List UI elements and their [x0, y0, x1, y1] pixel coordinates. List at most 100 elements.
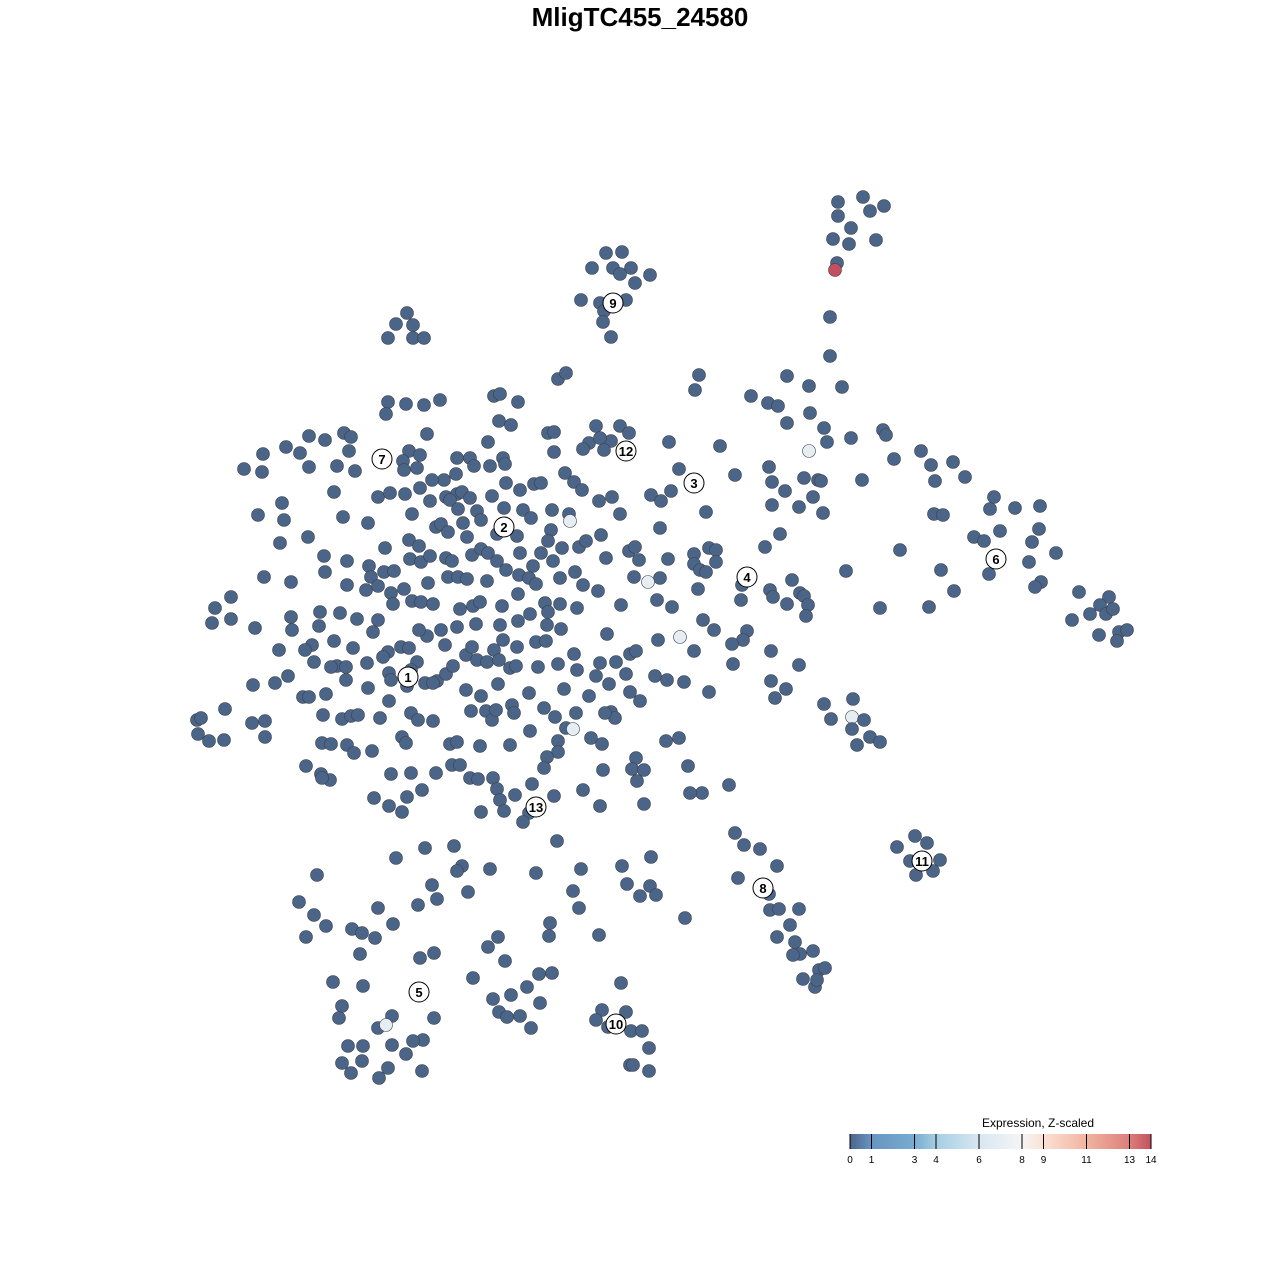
data-point [523, 607, 537, 621]
data-point [958, 470, 972, 484]
data-point [382, 694, 396, 708]
data-point [792, 658, 806, 672]
data-point [481, 546, 495, 560]
data-point [574, 293, 588, 307]
data-point [292, 895, 306, 909]
data-point [609, 655, 623, 669]
cluster-label: 9 [602, 292, 624, 314]
data-point [551, 657, 565, 671]
cluster-label-text: 4 [743, 570, 751, 585]
data-point [623, 685, 637, 699]
data-point [425, 473, 439, 487]
data-point [817, 421, 831, 435]
data-point [208, 601, 222, 615]
data-point [831, 195, 845, 209]
data-point [683, 786, 697, 800]
data-point [540, 618, 554, 632]
data-point [1106, 602, 1120, 616]
data-point [522, 686, 536, 700]
cluster-label: 5 [408, 981, 430, 1003]
data-point [946, 455, 960, 469]
data-point [572, 901, 586, 915]
data-point [547, 425, 561, 439]
data-point [473, 595, 487, 609]
data-point [463, 491, 477, 505]
data-point [504, 988, 518, 1002]
data-point [255, 465, 269, 479]
data-point [333, 606, 347, 620]
data-point [542, 929, 556, 943]
data-point [582, 689, 596, 703]
data-point [595, 737, 609, 751]
data-point [398, 487, 412, 501]
data-point [474, 513, 488, 527]
data-point [385, 1038, 399, 1052]
data-point [499, 476, 513, 490]
data-point [336, 510, 350, 524]
data-point [792, 902, 806, 916]
data-point [382, 799, 396, 813]
data-point [423, 549, 437, 563]
data-point [194, 711, 208, 725]
data-point [566, 884, 580, 898]
data-point [258, 714, 272, 728]
data-point [489, 703, 503, 717]
data-point [316, 708, 330, 722]
data-point [1120, 623, 1134, 637]
data-point [453, 602, 467, 616]
data-point [613, 419, 627, 433]
cluster-label-text: 5 [415, 985, 422, 1000]
data-point [574, 862, 588, 876]
data-point [1083, 607, 1097, 621]
data-point [513, 483, 527, 497]
data-point [924, 458, 938, 472]
data-point [620, 877, 634, 891]
data-point [307, 655, 321, 669]
data-point [770, 930, 784, 944]
data-point [887, 452, 901, 466]
data-point [635, 1024, 649, 1038]
data-point [450, 451, 464, 465]
data-point [299, 759, 313, 773]
cluster-label: 10 [605, 1013, 627, 1035]
data-point [360, 656, 374, 670]
colorbar-tick-label: 8 [1019, 1155, 1025, 1166]
data-point [593, 656, 607, 670]
data-point [541, 605, 555, 619]
data-point [869, 233, 883, 247]
data-point [619, 1005, 633, 1019]
data-point [537, 701, 551, 715]
data-point [589, 669, 603, 683]
cluster-label: 2 [493, 516, 515, 538]
data-point [709, 543, 723, 557]
data-point [293, 446, 307, 460]
data-point [824, 712, 838, 726]
data-point [584, 731, 598, 745]
data-point [559, 366, 573, 380]
colorbar-tick-label: 3 [912, 1155, 918, 1166]
data-point [936, 508, 950, 522]
data-point [599, 246, 613, 260]
data-point [395, 805, 409, 819]
data-point [855, 473, 869, 487]
colorbar-tick-label: 1 [869, 1155, 875, 1166]
data-point [613, 507, 627, 521]
data-point [397, 582, 411, 596]
cluster-label: 11 [911, 850, 933, 872]
data-point [413, 448, 427, 462]
data-point [368, 931, 382, 945]
data-point [460, 572, 474, 586]
data-point [575, 483, 589, 497]
data-point [722, 778, 736, 792]
data-point [796, 972, 810, 986]
data-point [1032, 522, 1046, 536]
data-point [765, 498, 779, 512]
data-point [846, 692, 860, 706]
data-point [344, 1066, 358, 1080]
data-point [598, 706, 612, 720]
data-point [642, 1041, 656, 1055]
data-point [335, 1056, 349, 1070]
data-point [507, 706, 521, 720]
data-point [828, 263, 842, 277]
data-point [277, 513, 291, 527]
